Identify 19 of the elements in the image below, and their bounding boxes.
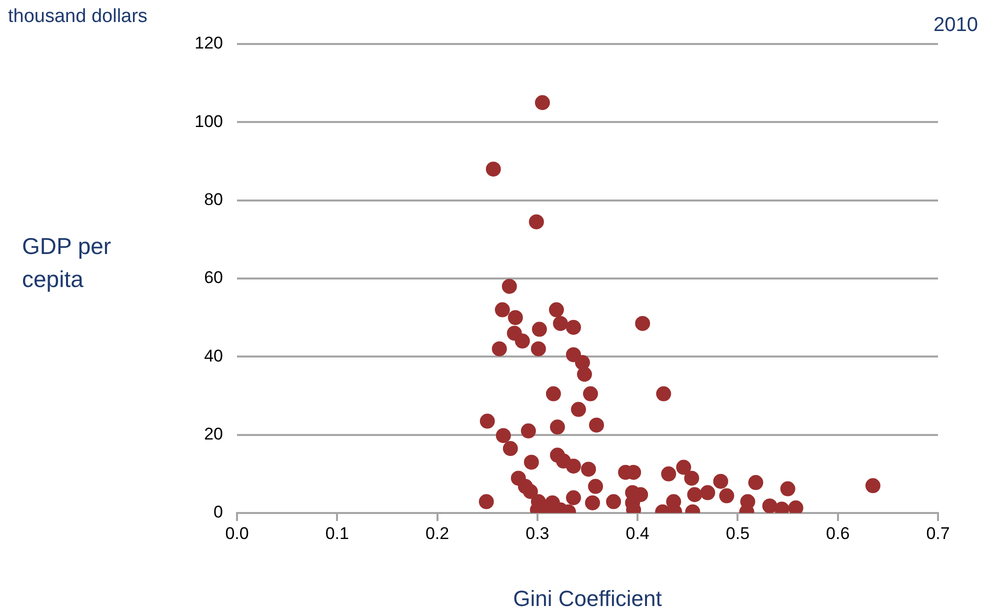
y-tick-label: 0 xyxy=(214,502,223,522)
x-axis-title: Gini Coefficient xyxy=(512,586,663,612)
y-tick-label: 40 xyxy=(204,346,223,366)
x-tick-label: 0.0 xyxy=(225,524,249,543)
x-tick-label: 0.1 xyxy=(325,524,349,543)
text: thousand dollars xyxy=(8,6,148,28)
y-axis-title: GDP per cepita xyxy=(22,232,112,294)
x-tick-label: 0.5 xyxy=(726,524,750,543)
chart-title: 2010 xyxy=(934,14,978,37)
x-tick-label: 0.4 xyxy=(626,524,650,543)
y-tick-label: 20 xyxy=(204,424,223,444)
y-tick-label: 80 xyxy=(204,190,223,210)
y-tick-label: 60 xyxy=(204,268,223,288)
y-tick-label: 100 xyxy=(194,112,223,131)
x-tick-label: 0.7 xyxy=(926,524,950,543)
x-tick-label: 0.6 xyxy=(826,524,850,543)
x-tick-label: 0.2 xyxy=(425,524,450,543)
x-tick-label: 0.3 xyxy=(526,524,550,543)
y-tick-label: 120 xyxy=(194,34,223,53)
